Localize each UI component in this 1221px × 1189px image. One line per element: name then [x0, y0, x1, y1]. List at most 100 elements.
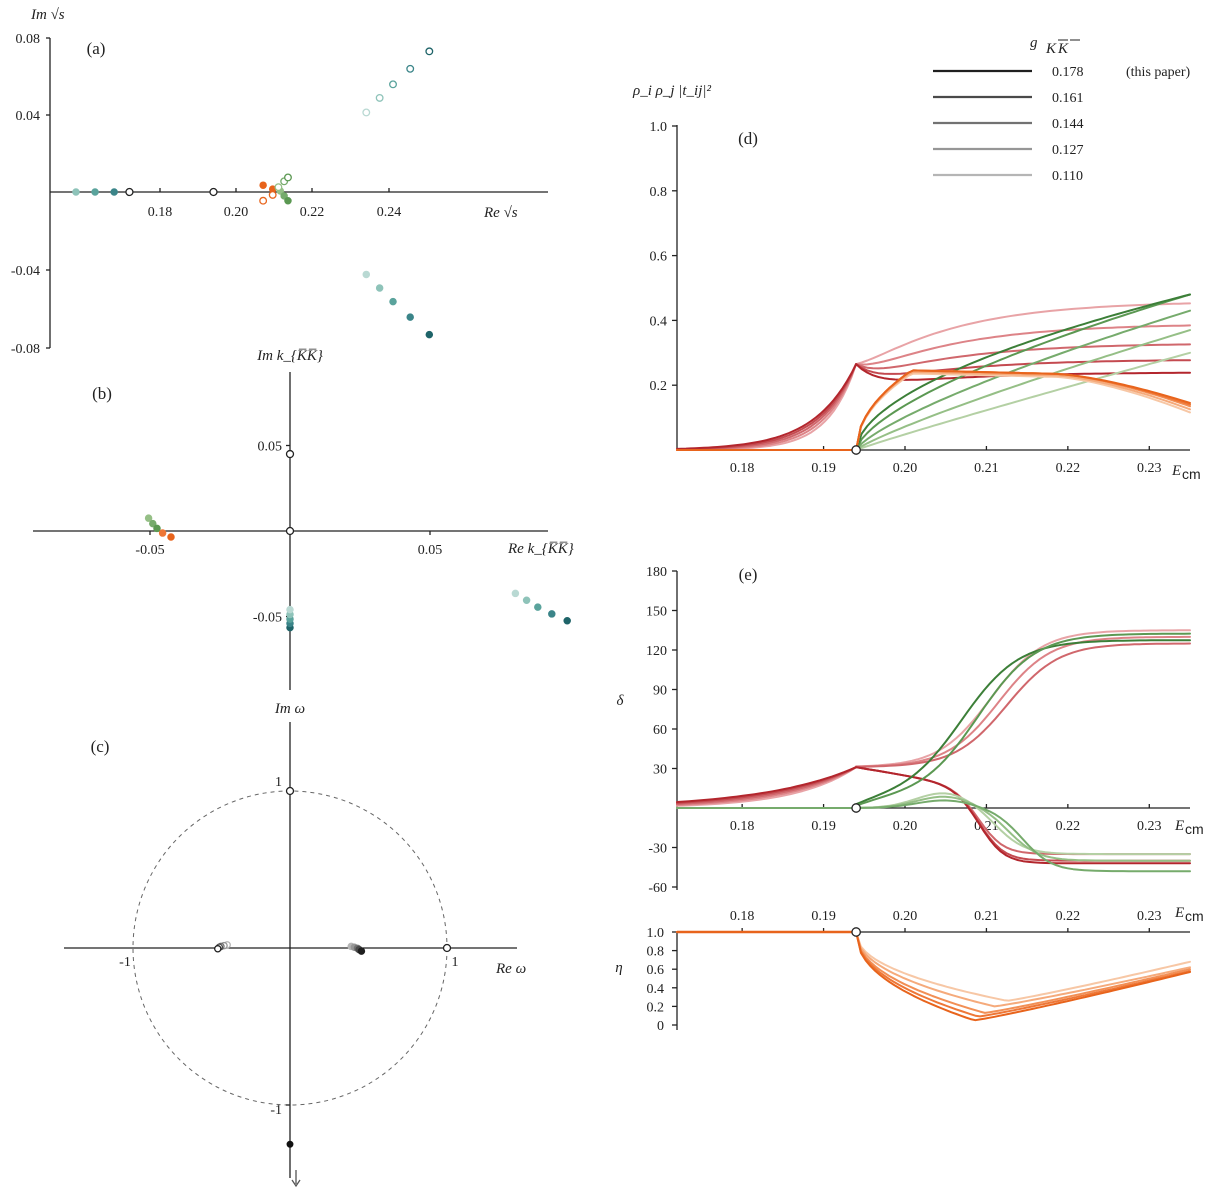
tick-label-a-x: 0.24	[377, 205, 402, 220]
ylabel-a: Im √s	[30, 7, 65, 23]
panel-label-a: (a)	[87, 39, 106, 58]
xlabel-ecm-sub: cm	[1185, 821, 1204, 837]
xlabel-ecm: E	[1171, 463, 1181, 479]
series-line-orange	[676, 931, 1191, 1014]
tick-label-d-y: 0.8	[650, 185, 668, 200]
tick-label-x: 0.19	[811, 819, 836, 834]
tick-label-x: 0.20	[893, 909, 918, 924]
tick-label-c-x: 1	[452, 955, 459, 970]
tick-label-x: 0.20	[893, 461, 918, 476]
ylabel-c: Im ω	[274, 701, 305, 717]
series-line-red	[676, 324, 1191, 451]
tick-label-c-y: 1	[275, 775, 282, 790]
series-line-red	[676, 343, 1191, 451]
data-point-a	[259, 196, 268, 205]
tick-label-a-y: -0.08	[11, 342, 40, 357]
legend-value: 0.144	[1052, 117, 1084, 132]
tick-label-b-x: -0.05	[135, 543, 164, 558]
tick-label-x: 0.19	[811, 909, 836, 924]
tick-label-x: 0.20	[893, 819, 918, 834]
data-point-a	[72, 188, 80, 196]
tick-label-b-y: 0.05	[258, 440, 283, 455]
tick-label-d-y: 0.2	[650, 379, 668, 394]
tick-label-e-y: 90	[653, 684, 667, 699]
series-line-green	[676, 351, 1191, 451]
tick-label-x: 0.23	[1137, 819, 1162, 834]
data-point-a	[110, 188, 118, 196]
data-point-a	[389, 297, 397, 306]
data-point-c	[442, 943, 452, 953]
data-point-b	[522, 596, 531, 605]
tick-label-b-y: -0.05	[253, 611, 282, 626]
data-point-a	[274, 183, 283, 192]
tick-label-x: 0.22	[1056, 461, 1081, 476]
data-point-b	[563, 617, 571, 625]
panel-label-e: (e)	[739, 565, 758, 584]
tick-label-x: 0.18	[730, 909, 755, 924]
ylabel-b: Im k_{K̅K̅}	[256, 348, 323, 364]
data-point-b	[153, 524, 161, 533]
tick-label-x: 0.23	[1137, 909, 1162, 924]
series-line-red	[676, 766, 1191, 865]
legend-title: g	[1030, 35, 1038, 51]
xlabel-ecm: E	[1174, 818, 1184, 834]
tick-label-a-y: -0.04	[11, 264, 40, 279]
xlabel-ecm-sub: cm	[1182, 466, 1201, 482]
data-point-a	[375, 284, 384, 292]
tick-label-eta-y: 1.0	[647, 926, 665, 941]
data-point-b	[149, 519, 157, 528]
down-arrow-head	[291, 1179, 301, 1188]
data-point-a	[209, 187, 218, 197]
data-point-a	[268, 190, 277, 199]
tick-label-a-x: 0.18	[148, 205, 173, 220]
tick-label-eta-y: 0.4	[647, 982, 665, 997]
xlabel-ecm: E	[1174, 905, 1184, 921]
data-point-a	[389, 80, 397, 89]
tick-label-x: 0.22	[1056, 909, 1081, 924]
tick-label-x: 0.23	[1137, 461, 1162, 476]
series-line-green	[676, 799, 1191, 873]
data-point-a	[125, 187, 134, 197]
tick-label-e-y: 60	[653, 723, 667, 738]
tick-label-d-y: 0.4	[650, 314, 668, 329]
tick-label-e-y: 120	[646, 644, 667, 659]
xlabel-a: Re √s	[483, 205, 518, 221]
data-point-a	[406, 64, 415, 73]
xlabel-b: Re k_{K̅K̅}	[507, 541, 574, 557]
series-line-orange	[676, 931, 1191, 1002]
tick-label-eta-y: 0.2	[647, 1000, 665, 1015]
data-point-b	[144, 514, 153, 522]
panel-label-c: (c)	[91, 737, 110, 756]
series-line-red	[676, 766, 1191, 856]
tick-label-eta-y: 0	[657, 1019, 664, 1034]
data-point-b	[285, 449, 295, 459]
series-line-green	[676, 792, 1191, 856]
tick-label-a-x: 0.22	[300, 205, 325, 220]
xlabel-c: Re ω	[495, 961, 526, 977]
tick-label-e-y: 150	[646, 605, 667, 620]
data-point-a	[284, 173, 292, 182]
tick-label-e-y: -30	[648, 842, 667, 857]
legend-title-sub: K	[1045, 41, 1057, 57]
tick-label-eta-y: 0.6	[647, 963, 665, 978]
series-line-green	[676, 309, 1191, 451]
tick-label-d-y: 0.6	[650, 250, 668, 265]
legend-note: (this paper)	[1126, 65, 1190, 80]
legend-value: 0.178	[1052, 65, 1084, 80]
series-line-orange	[676, 931, 1191, 1008]
legend-value: 0.110	[1052, 169, 1083, 184]
data-point-c	[286, 1140, 294, 1148]
ylabel-d: ρ_i ρ_j |t_ij|²	[632, 83, 711, 99]
data-point-c	[285, 786, 295, 796]
data-point-a	[425, 330, 434, 339]
tick-label-x: 0.21	[974, 909, 999, 924]
data-point-a	[375, 93, 384, 102]
series-line-green	[676, 795, 1191, 862]
data-point-a	[406, 313, 414, 321]
tick-label-d-y: 1.0	[650, 120, 668, 135]
data-point-b	[548, 610, 556, 618]
xlabel-ecm-sub: cm	[1185, 908, 1204, 924]
data-point-a	[425, 47, 434, 56]
series-line-red	[676, 302, 1191, 451]
